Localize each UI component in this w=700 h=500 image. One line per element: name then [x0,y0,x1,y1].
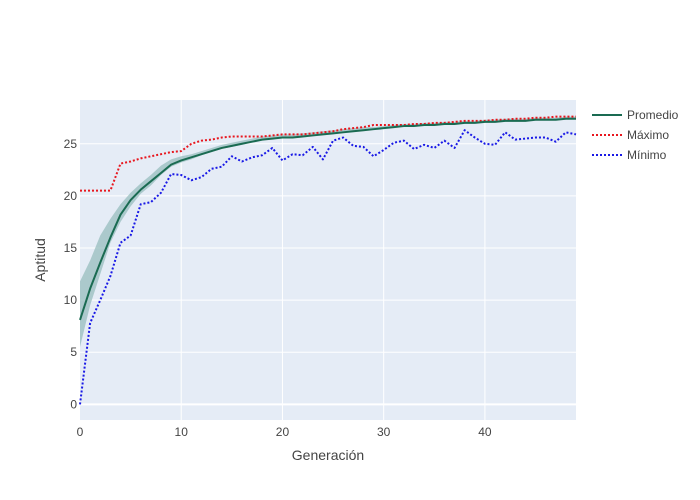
series-line-maximo [80,115,576,192]
legend-item[interactable]: Promedio [592,108,679,122]
series-layer [79,115,577,405]
x-tick-label: 10 [175,425,189,439]
plot-background [80,100,576,420]
series-line-minimo [79,129,577,405]
y-tick-label: 25 [64,137,78,151]
y-tick-label: 5 [70,345,77,359]
y-axis-ticks: 0 5 10 15 20 25 [64,137,78,412]
x-tick-label: 30 [377,425,391,439]
x-axis-title: Generación [292,447,364,463]
legend[interactable]: Promedio Máximo Mínimo [592,108,679,162]
legend-item[interactable]: Mínimo [592,148,667,162]
y-tick-label: 0 [70,397,77,411]
x-tick-label: 20 [276,425,290,439]
series-line-promedio [79,117,576,321]
y-tick-label: 20 [64,189,78,203]
legend-label: Promedio [627,108,679,122]
legend-label: Máximo [627,128,669,142]
x-tick-label: 40 [478,425,492,439]
y-tick-label: 15 [64,241,78,255]
y-axis-title: Aptitud [32,238,48,282]
legend-label: Mínimo [627,148,667,162]
x-tick-label: 0 [77,425,84,439]
y-tick-label: 10 [64,293,78,307]
legend-item[interactable]: Máximo [592,128,669,142]
x-axis-ticks: 0 10 20 30 40 [77,425,492,439]
